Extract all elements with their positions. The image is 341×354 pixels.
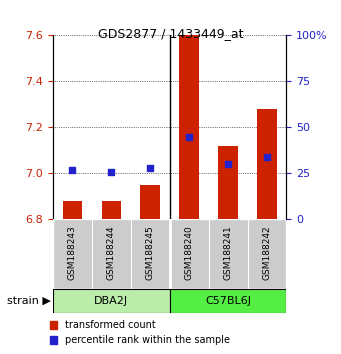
Point bbox=[147, 165, 153, 171]
Text: GSM188244: GSM188244 bbox=[107, 225, 116, 280]
Text: GSM188243: GSM188243 bbox=[68, 225, 77, 280]
Text: DBA2J: DBA2J bbox=[94, 296, 128, 306]
Point bbox=[264, 154, 270, 160]
Bar bbox=[53, 289, 169, 313]
Text: GSM188242: GSM188242 bbox=[263, 225, 271, 280]
Bar bbox=[179, 35, 199, 219]
Point bbox=[108, 169, 114, 175]
Point bbox=[225, 161, 231, 167]
Bar bbox=[257, 109, 277, 219]
Text: GSM188240: GSM188240 bbox=[184, 225, 194, 280]
Bar bbox=[140, 185, 160, 219]
Bar bbox=[218, 146, 238, 219]
Text: strain ▶: strain ▶ bbox=[7, 296, 51, 306]
Point bbox=[70, 167, 75, 173]
Text: GSM188241: GSM188241 bbox=[224, 225, 233, 280]
Bar bbox=[169, 289, 286, 313]
Bar bbox=[102, 201, 121, 219]
Text: C57BL6J: C57BL6J bbox=[205, 296, 251, 306]
Text: GDS2877 / 1433449_at: GDS2877 / 1433449_at bbox=[98, 27, 243, 40]
Legend: transformed count, percentile rank within the sample: transformed count, percentile rank withi… bbox=[46, 316, 234, 349]
Bar bbox=[63, 201, 82, 219]
Point bbox=[187, 134, 192, 139]
Text: GSM188245: GSM188245 bbox=[146, 225, 155, 280]
